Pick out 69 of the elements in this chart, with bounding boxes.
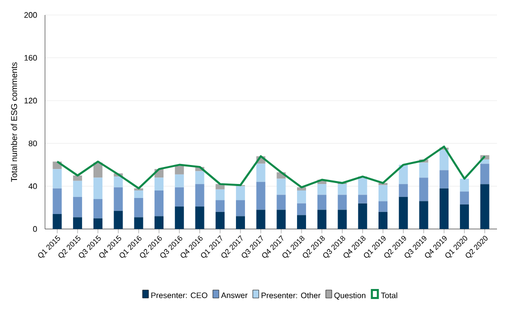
bar	[174, 187, 184, 207]
bar	[195, 171, 204, 184]
bar	[114, 187, 123, 211]
bar	[195, 206, 204, 229]
bar	[134, 198, 144, 218]
bar	[460, 204, 469, 229]
bar	[114, 210, 123, 229]
bar	[297, 203, 306, 216]
bar	[216, 200, 225, 212]
bar	[154, 216, 164, 229]
bar	[134, 217, 144, 229]
bar	[480, 164, 490, 184]
line-series	[56, 146, 486, 190]
bar	[73, 180, 82, 197]
bar	[73, 217, 82, 229]
bar	[338, 194, 347, 210]
bar	[378, 201, 388, 212]
bar	[317, 184, 326, 195]
bar	[114, 176, 123, 188]
bar	[419, 201, 428, 229]
bar	[276, 194, 286, 210]
bar	[276, 210, 286, 229]
bar	[378, 212, 388, 229]
bar	[419, 162, 428, 178]
bar	[297, 215, 306, 229]
bar	[52, 188, 62, 214]
bar	[256, 164, 266, 182]
bar	[276, 178, 286, 195]
bar	[398, 184, 408, 197]
bar	[236, 186, 245, 200]
bar	[174, 166, 184, 174]
bar	[358, 194, 368, 204]
y-axis-title: Total number of ESG comments	[10, 62, 18, 182]
bar	[236, 200, 245, 216]
bar	[398, 164, 408, 184]
bar	[460, 178, 469, 192]
bar	[440, 150, 449, 170]
bar	[216, 189, 225, 200]
bar	[460, 192, 469, 204]
bar	[317, 210, 326, 229]
bar	[93, 199, 102, 218]
bar	[73, 176, 82, 181]
bar	[378, 185, 388, 202]
bar	[73, 196, 82, 218]
bar	[236, 216, 245, 229]
bar	[174, 174, 184, 188]
bar	[358, 178, 368, 195]
bar	[93, 178, 102, 200]
bar	[256, 182, 266, 210]
bar	[398, 196, 408, 229]
bar	[256, 210, 266, 229]
bar	[297, 190, 306, 204]
bar	[317, 194, 326, 210]
bar	[216, 212, 225, 229]
bar	[154, 178, 164, 190]
bar	[358, 203, 368, 229]
bar	[52, 214, 62, 229]
bar	[480, 184, 490, 229]
bar	[195, 184, 204, 207]
bar	[419, 178, 428, 202]
bar	[52, 169, 62, 188]
bar	[154, 190, 164, 216]
bar	[440, 170, 449, 188]
bar	[338, 184, 347, 195]
bar	[93, 218, 102, 229]
bar	[134, 190, 144, 198]
bar	[174, 206, 184, 229]
bar	[338, 210, 347, 229]
bar	[440, 188, 449, 229]
